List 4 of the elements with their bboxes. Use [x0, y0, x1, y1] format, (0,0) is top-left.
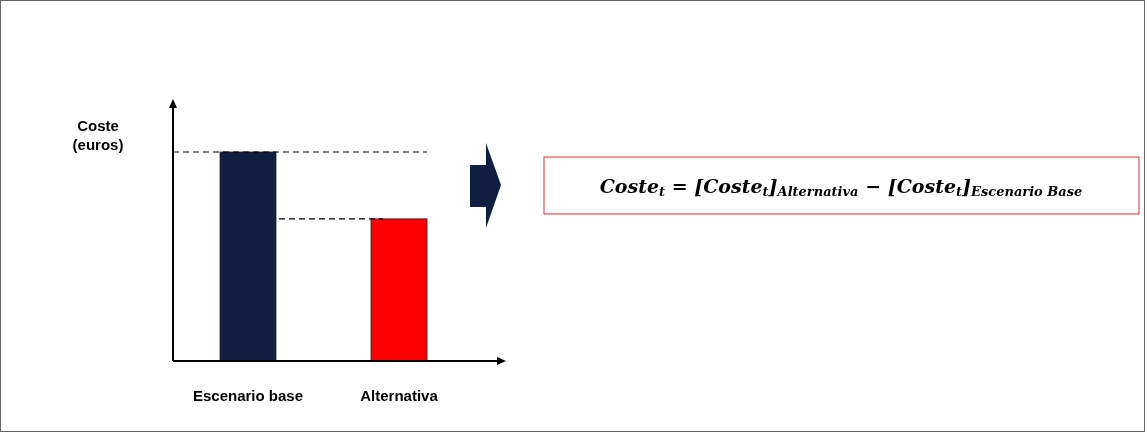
- x-tick-label: Alternativa: [360, 387, 439, 404]
- x-tick-label: Escenario base: [192, 387, 304, 404]
- text: Coste$_{t}$ = [Coste$_{t}$]$_{Alternativa}$ − [Coste$_{t}$]$_{Escenario Base}$: [599, 175, 1083, 200]
- y-axis-title: Coste (euros): [72, 117, 124, 153]
